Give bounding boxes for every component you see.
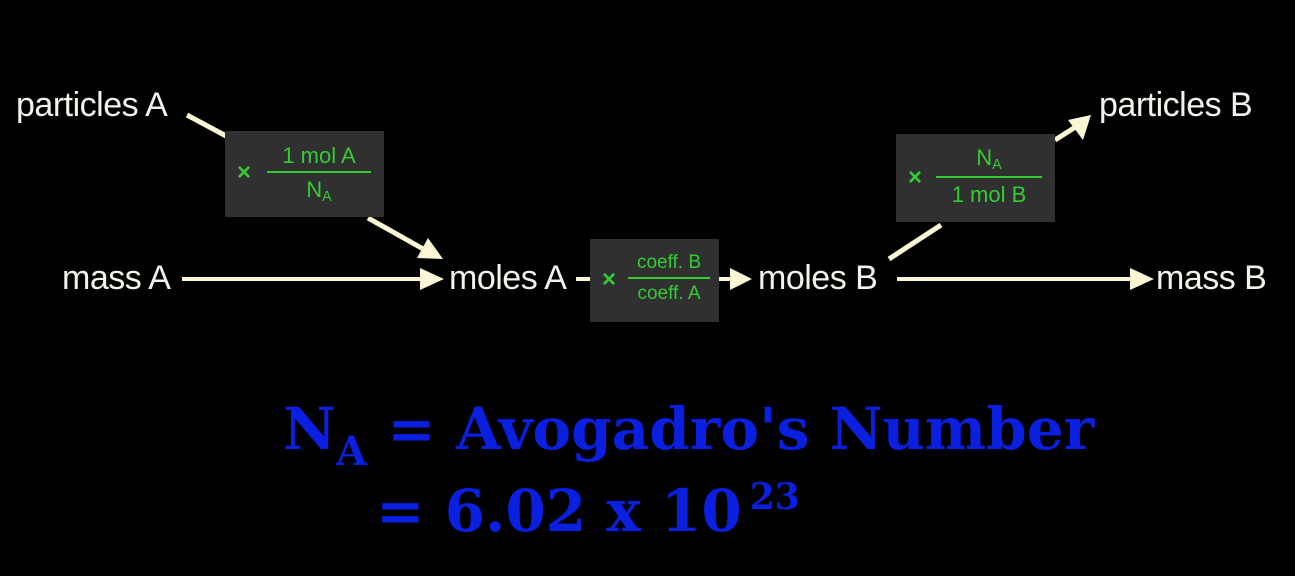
- factor-box-moles-to-particles: × NA 1 mol B: [896, 134, 1055, 222]
- label-mass-b: mass B: [1156, 259, 1267, 297]
- avogadro-value: = 6.02 x 10: [376, 477, 742, 545]
- multiply-sign: ×: [602, 266, 617, 293]
- fraction-bar: [628, 277, 710, 279]
- avogadro-name: = Avogadro's Number: [367, 395, 1095, 463]
- fraction-bar: [936, 176, 1042, 178]
- multiply-sign: ×: [237, 159, 252, 186]
- definition-line-1: NA = Avogadro's Number: [283, 395, 1095, 475]
- factor-box-mole-ratio: × coeff. B coeff. A: [590, 239, 719, 322]
- multiply-sign: ×: [908, 164, 923, 191]
- arrow-factor-to-particles-b: [1053, 123, 1079, 143]
- arrowhead-to-moles-a-diag: [417, 238, 443, 259]
- arrowhead-moles-a: [420, 268, 444, 290]
- arrowhead-particles-b: [1068, 115, 1091, 140]
- arrow-moles-b-to-factor: [887, 222, 943, 262]
- arrow-particles-a-to-factor: [185, 112, 230, 140]
- fraction-na-over-1mol-b: NA 1 mol B: [936, 144, 1042, 208]
- fraction-1mol-a-over-na: 1 mol A NA: [267, 143, 371, 205]
- fraction-denominator: 1 mol B: [951, 182, 1027, 207]
- arrowhead-mass-b: [1130, 268, 1154, 290]
- arrow-factor-to-moles-a: [366, 215, 427, 253]
- definition-line-2: = 6.02 x 10 23: [376, 476, 800, 552]
- fraction-denominator: NA: [306, 177, 332, 205]
- arrowhead-moles-b: [730, 268, 752, 290]
- label-particles-a: particles A: [16, 86, 168, 124]
- factor-box-particles-to-moles: × 1 mol A NA: [225, 131, 384, 217]
- fraction-bar: [267, 171, 371, 173]
- fraction-numerator: 1 mol A: [282, 143, 356, 168]
- label-particles-b: particles B: [1099, 86, 1253, 124]
- fraction-denominator: coeff. A: [637, 283, 701, 304]
- avogadro-exponent: 23: [749, 476, 800, 518]
- fraction-coeff-b-over-coeff-a: coeff. B coeff. A: [628, 251, 710, 306]
- fraction-numerator: NA: [976, 145, 1002, 173]
- label-moles-a: moles A: [449, 259, 567, 297]
- label-moles-b: moles B: [758, 259, 878, 297]
- label-mass-a: mass A: [62, 259, 171, 297]
- fraction-numerator: coeff. B: [636, 252, 702, 273]
- avogadro-symbol: NA: [283, 395, 368, 475]
